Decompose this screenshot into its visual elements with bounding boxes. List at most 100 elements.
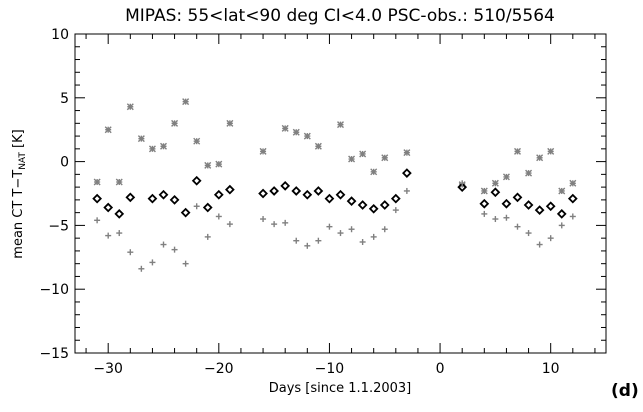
- y-tick-label: 5: [60, 91, 69, 107]
- asterisk-point: [292, 128, 300, 136]
- plot-frame: [74, 33, 607, 354]
- diamond-point: [357, 200, 368, 210]
- plus-point: [348, 226, 355, 233]
- diamond-point: [390, 193, 401, 204]
- diamond-point: [125, 192, 136, 203]
- data-series: [92, 98, 578, 272]
- plus-point: [94, 217, 101, 224]
- plus-point: [260, 216, 267, 223]
- diamond-point: [280, 180, 291, 191]
- y-tick-label: 0: [60, 155, 69, 171]
- asterisk-point: [359, 150, 367, 158]
- diamond-point: [335, 189, 346, 200]
- x-tick-label: −10: [315, 361, 345, 377]
- asterisk-point: [115, 178, 123, 186]
- asterisk-point: [514, 147, 521, 155]
- plus-point: [326, 223, 333, 230]
- asterisk-point: [171, 119, 179, 127]
- x-tick-label: −30: [93, 361, 123, 377]
- asterisk-point: [148, 145, 156, 153]
- asterisk-point: [337, 121, 344, 129]
- diamond-point: [457, 182, 468, 192]
- plus-point: [337, 230, 344, 237]
- plus-point: [193, 203, 200, 210]
- chart-title: MIPAS: 55<lat<90 deg CI<4.0 PSC-obs.: 51…: [125, 6, 555, 26]
- diamond-point: [202, 202, 213, 213]
- plus-point: [182, 260, 189, 267]
- diamond-point: [346, 196, 357, 207]
- diamond-point: [512, 192, 523, 203]
- asterisk-point: [558, 187, 566, 195]
- plus-point: [569, 213, 576, 220]
- asterisk-point: [281, 124, 289, 132]
- panel-label: (d): [611, 381, 639, 401]
- asterisk-point: [491, 179, 499, 187]
- diamond-point: [291, 186, 302, 196]
- plus-point: [503, 214, 510, 221]
- asterisk-point: [547, 147, 555, 155]
- y-axis-label-main: mean CT T−T: [11, 170, 26, 259]
- plus-point: [315, 237, 322, 244]
- diamond-point: [567, 193, 578, 204]
- diamond-point: [103, 202, 114, 213]
- plus-point: [116, 230, 123, 237]
- asterisk-point: [126, 103, 134, 111]
- plus-point: [381, 226, 388, 233]
- x-axis-label: Days [since 1.1.2003]: [269, 381, 412, 396]
- plus-point: [370, 233, 377, 240]
- x-tick-label: −20: [204, 361, 234, 377]
- y-tick-label: −15: [39, 346, 69, 362]
- asterisk-point: [259, 147, 267, 155]
- asterisk-point: [182, 98, 190, 106]
- diamond-point: [556, 209, 567, 219]
- asterisk-point: [193, 137, 201, 145]
- asterisk-point: [370, 168, 378, 176]
- diamond-point: [479, 198, 490, 209]
- x-tick-label: 0: [436, 361, 445, 377]
- diamond-point: [534, 205, 545, 215]
- plus-point: [149, 259, 156, 266]
- plus-point: [204, 233, 211, 240]
- asterisk-point: [160, 142, 167, 150]
- plus-point: [105, 232, 112, 239]
- plus-point: [459, 180, 466, 187]
- asterisk-point: [525, 169, 533, 177]
- plus-point: [293, 237, 300, 244]
- diamond-point: [490, 187, 501, 198]
- plus-point: [536, 241, 543, 248]
- diamond-point: [213, 189, 224, 200]
- diamond-point: [180, 207, 191, 218]
- asterisk-point: [480, 187, 488, 195]
- plus-point: [558, 222, 565, 229]
- asterisk-point: [104, 126, 112, 134]
- plus-point: [392, 207, 399, 214]
- plus-point: [525, 230, 532, 237]
- diamond-point: [302, 189, 313, 200]
- y-tick-label: −5: [48, 218, 69, 234]
- asterisk-point: [137, 135, 145, 143]
- asterisk-point: [569, 179, 577, 187]
- asterisk-point: [381, 154, 389, 162]
- plus-point: [481, 210, 488, 217]
- asterisk-point: [314, 142, 322, 150]
- plus-point: [282, 219, 289, 226]
- plus-point: [304, 242, 311, 249]
- diamond-point: [402, 168, 412, 178]
- plus-point: [547, 235, 554, 242]
- asterisk-point: [536, 154, 544, 162]
- plus-point: [403, 187, 410, 194]
- asterisk-point: [226, 119, 234, 127]
- diamond-point: [269, 186, 279, 196]
- asterisk-point: [502, 173, 510, 181]
- x-tick-label: 10: [542, 361, 560, 377]
- diamond-point: [225, 184, 235, 195]
- plus-point: [127, 249, 134, 256]
- plus-point: [215, 213, 222, 220]
- diamond-point: [258, 188, 268, 199]
- asterisk-point: [215, 160, 223, 168]
- diamond-point: [545, 201, 556, 212]
- diamond-point: [191, 175, 202, 186]
- plus-point: [171, 246, 178, 253]
